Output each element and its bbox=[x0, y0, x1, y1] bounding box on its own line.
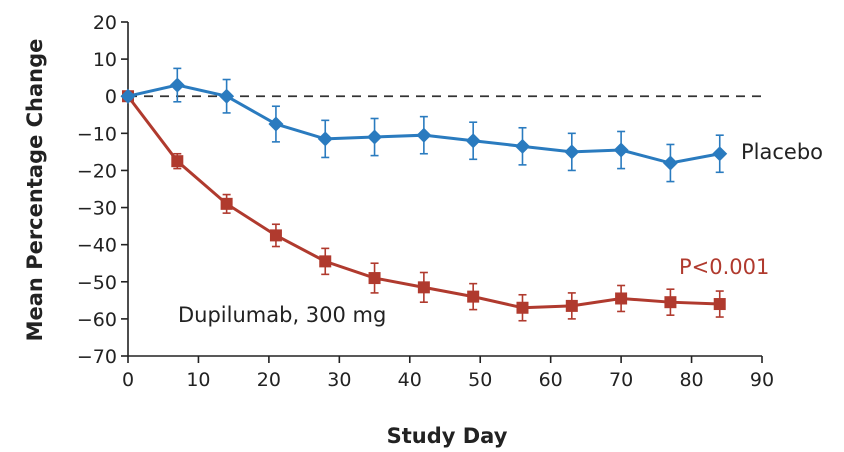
series-label-placebo: Placebo bbox=[741, 140, 823, 164]
data-point bbox=[220, 197, 233, 210]
data-point bbox=[171, 155, 184, 168]
series-placebo bbox=[120, 67, 728, 183]
data-point bbox=[219, 88, 235, 104]
y-tick-label: 0 bbox=[105, 86, 117, 108]
series-layer bbox=[120, 67, 728, 322]
y-tick-label: −60 bbox=[77, 309, 117, 331]
data-point bbox=[317, 131, 333, 147]
data-point bbox=[120, 88, 136, 104]
x-tick-label: 30 bbox=[327, 369, 351, 391]
data-point bbox=[368, 272, 381, 285]
data-point bbox=[613, 142, 629, 158]
x-tick-label: 80 bbox=[679, 369, 703, 391]
data-point bbox=[465, 133, 481, 149]
x-tick-label: 40 bbox=[398, 369, 422, 391]
data-point bbox=[565, 299, 578, 312]
data-point bbox=[416, 127, 432, 143]
x-axis-title: Study Day bbox=[387, 424, 508, 448]
x-tick-label: 0 bbox=[122, 369, 134, 391]
data-point bbox=[514, 138, 530, 154]
labels-layer: Mean Percentage Change Study Day Placebo… bbox=[23, 39, 823, 448]
data-point bbox=[662, 155, 678, 171]
p-value-annotation: P<0.001 bbox=[679, 255, 769, 279]
x-tick-label: 90 bbox=[750, 369, 774, 391]
y-tick-label: −40 bbox=[77, 235, 117, 257]
series-label-dupilumab: Dupilumab, 300 mg bbox=[178, 303, 386, 327]
data-point bbox=[664, 296, 677, 309]
x-tick-label: 50 bbox=[468, 369, 492, 391]
data-point bbox=[169, 77, 185, 93]
data-point bbox=[269, 229, 282, 242]
y-tick-label: 20 bbox=[93, 12, 117, 34]
y-tick-label: −20 bbox=[77, 160, 117, 182]
data-point bbox=[467, 290, 480, 303]
y-tick-label: −70 bbox=[77, 346, 117, 368]
data-point bbox=[615, 292, 628, 305]
data-point bbox=[564, 144, 580, 160]
x-tick-label: 60 bbox=[539, 369, 563, 391]
data-point bbox=[712, 146, 728, 162]
data-point bbox=[713, 298, 726, 311]
x-tick-label: 20 bbox=[257, 369, 281, 391]
data-point bbox=[268, 116, 284, 132]
x-tick-label: 10 bbox=[186, 369, 210, 391]
y-tick-label: −50 bbox=[77, 272, 117, 294]
y-tick-label: −10 bbox=[77, 123, 117, 145]
data-point bbox=[367, 129, 383, 145]
x-tick-label: 70 bbox=[609, 369, 633, 391]
y-tick-label: −30 bbox=[77, 198, 117, 220]
data-point bbox=[417, 281, 430, 294]
y-tick-label: 10 bbox=[93, 49, 117, 71]
y-axis-title: Mean Percentage Change bbox=[23, 39, 47, 342]
data-point bbox=[516, 301, 529, 314]
data-point bbox=[319, 255, 332, 268]
